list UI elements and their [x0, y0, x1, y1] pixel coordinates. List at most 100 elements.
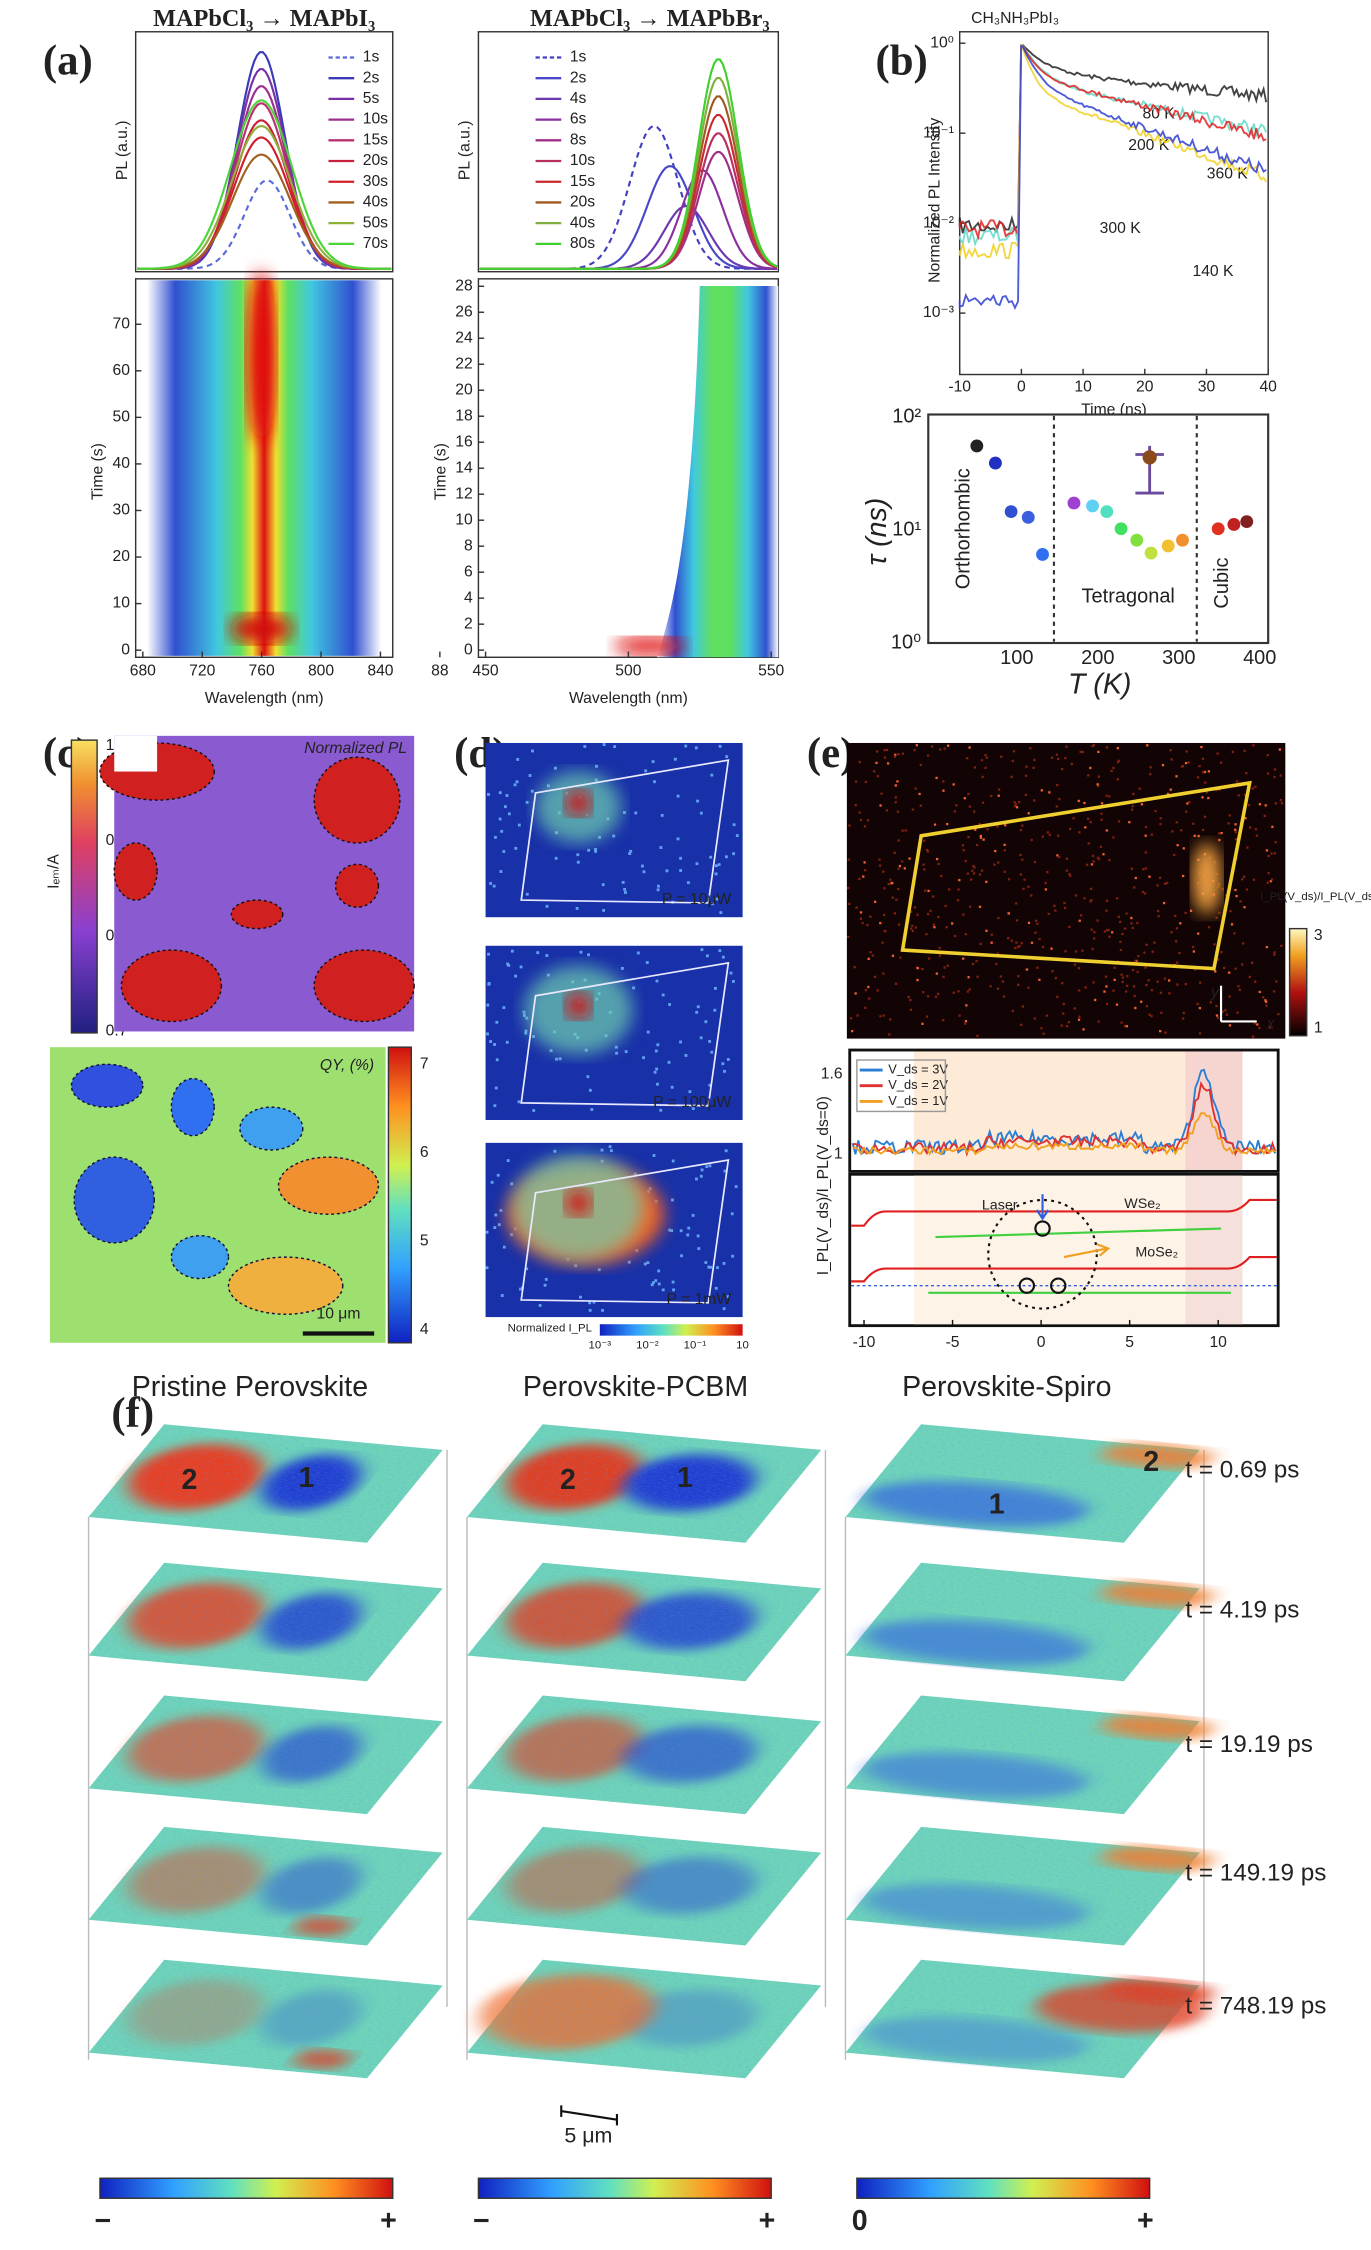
- speckle: [1105, 929, 1109, 932]
- speckle: [632, 986, 636, 990]
- speckle: [694, 746, 698, 750]
- speckle: [532, 1035, 535, 1038]
- speckle: [576, 853, 580, 857]
- speckle: [1274, 841, 1277, 844]
- speckle: [1042, 1032, 1045, 1035]
- speckle: [1113, 978, 1116, 982]
- speckle: [1033, 799, 1036, 802]
- speckle: [1168, 992, 1171, 995]
- speckle: [1130, 867, 1133, 870]
- map-patch: [70, 1063, 144, 1108]
- speckle: [709, 855, 713, 859]
- speckle: [1105, 899, 1109, 902]
- speckle: [1263, 814, 1266, 818]
- speckle: [1089, 820, 1092, 824]
- speckle: [976, 975, 979, 978]
- speckle: [1064, 756, 1067, 760]
- speckle: [996, 952, 1000, 955]
- y-tick-label: 8: [464, 537, 473, 554]
- legend-label: 40s: [570, 214, 595, 231]
- speckle: [1251, 1035, 1255, 1038]
- speckle: [1091, 947, 1094, 951]
- speckle: [1140, 1000, 1143, 1003]
- legend-label: 1s: [570, 49, 587, 66]
- panel-label: (e): [807, 730, 855, 777]
- speckle: [695, 1010, 699, 1014]
- x-axis-label: Wavelength (nm): [569, 690, 688, 707]
- map-patch: [113, 842, 158, 901]
- map-mask: [114, 735, 158, 772]
- speckle: [1265, 1004, 1268, 1007]
- legend-frame: [856, 1059, 947, 1113]
- speckle: [958, 1014, 961, 1017]
- speckle: [686, 881, 690, 885]
- speckle: [1234, 967, 1237, 970]
- speckle: [1145, 1005, 1149, 1008]
- plane-noise: [88, 1959, 443, 2079]
- speckle: [1082, 1028, 1085, 1031]
- speckle: [574, 1264, 578, 1268]
- speckle: [914, 787, 917, 790]
- speckle: [1068, 925, 1071, 929]
- speckle: [1056, 854, 1059, 857]
- speckle: [1203, 770, 1207, 774]
- speckle: [997, 916, 1000, 920]
- speckle: [1060, 767, 1064, 771]
- speckle: [953, 810, 956, 813]
- y-tick-label: 4: [464, 589, 473, 606]
- speckle: [1256, 1023, 1259, 1026]
- speckle: [858, 877, 861, 881]
- speckle: [1143, 892, 1147, 895]
- legend-label: 10s: [363, 111, 388, 128]
- map-plane: [466, 1826, 822, 1946]
- speckle: [708, 1039, 712, 1043]
- speckle: [575, 906, 579, 910]
- map-title: QY, (%): [320, 1057, 374, 1074]
- speckle: [1081, 750, 1084, 754]
- data-dot: [1067, 496, 1081, 510]
- speckle: [864, 780, 867, 784]
- speckle: [1055, 753, 1058, 756]
- speckle: [879, 1015, 882, 1018]
- speckle: [1116, 897, 1119, 900]
- speckle: [971, 962, 975, 966]
- phase-label: Cubic: [1211, 557, 1233, 608]
- speckle: [883, 748, 886, 752]
- region-label: 1: [299, 1462, 315, 1494]
- speckle: [498, 791, 502, 795]
- speckle: [1120, 973, 1123, 976]
- time-label: t = 19.19 ps: [1185, 1731, 1313, 1758]
- speckle: [1240, 963, 1244, 966]
- speckle: [939, 748, 942, 751]
- speckle: [999, 975, 1002, 978]
- speckle: [1063, 906, 1067, 910]
- speckle: [1092, 860, 1095, 863]
- speckle: [588, 1301, 592, 1305]
- speckle: [1027, 812, 1030, 815]
- speckle: [634, 811, 638, 815]
- speckle: [719, 911, 723, 915]
- speckle: [1245, 772, 1248, 775]
- speckle: [1096, 783, 1099, 786]
- spectrum-curve: [479, 58, 778, 270]
- speckle: [1132, 792, 1135, 796]
- speckle: [1201, 828, 1205, 832]
- y-tick-label: 28: [455, 277, 473, 294]
- speckle: [891, 896, 894, 899]
- y-tick-label: 2: [464, 615, 473, 632]
- plane-noise: [466, 1424, 822, 1543]
- speckle: [874, 900, 877, 903]
- speckle: [913, 748, 916, 752]
- speckle: [1280, 802, 1284, 805]
- speckle: [715, 897, 719, 901]
- speckle: [1175, 927, 1179, 930]
- speckle: [1060, 1024, 1063, 1027]
- speckle: [1136, 970, 1139, 974]
- speckle: [944, 904, 947, 908]
- speckle: [974, 828, 977, 831]
- speckle: [1084, 826, 1087, 829]
- speckle: [1034, 931, 1037, 934]
- speckle: [579, 950, 583, 954]
- speckle: [1010, 775, 1013, 779]
- map-patch: [313, 756, 401, 844]
